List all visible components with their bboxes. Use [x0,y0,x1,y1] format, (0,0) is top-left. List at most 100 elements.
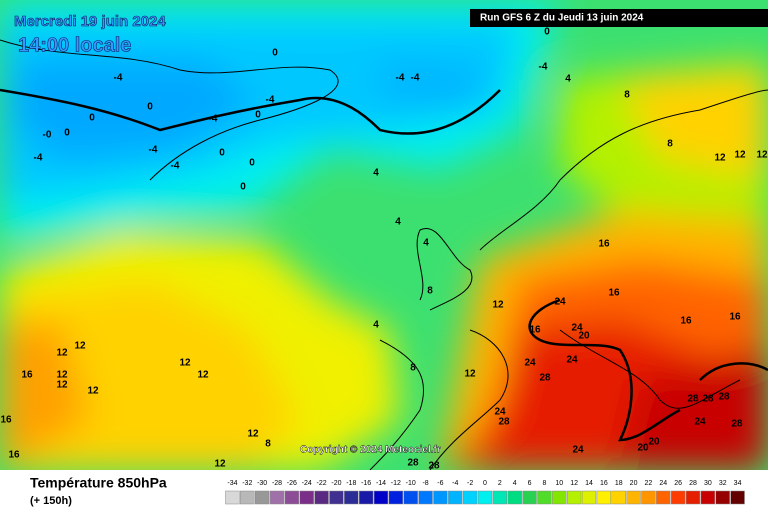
isotherm-label: 16 [608,288,620,299]
isotherm-label: 12 [214,459,226,470]
scale-swatch [329,490,344,505]
scale-label: 8 [542,480,546,487]
scale-label: -2 [467,480,473,487]
scale-swatch [685,490,701,505]
scale-label: -34 [227,480,237,487]
isotherm-label: 8 [624,90,630,101]
isotherm-label: 0 [89,113,95,124]
isotherm-label: -4 [411,73,420,84]
isotherm-label: 0 [272,48,278,59]
isotherm-label: -4 [396,73,405,84]
scale-swatch [225,490,240,505]
isotherm-label: 16 [598,239,610,250]
isotherm-label: 28 [687,394,699,405]
scale-swatch [433,490,448,505]
scale-label: 0 [483,480,487,487]
isotherm-label: 12 [197,370,209,381]
isotherm-label: 24 [572,445,584,456]
scale-label: 26 [674,480,682,487]
scale-label: -16 [361,480,371,487]
isotherm-label: 12 [56,370,68,381]
scale-swatch [344,490,359,505]
isotherm-label: 24 [524,358,536,369]
isotherm-label: 28 [428,461,440,472]
isotherm-label: -0 [43,130,52,141]
scale-label: 4 [513,480,517,487]
scale-label: 34 [734,480,742,487]
scale-label: -10 [406,480,416,487]
scale-label: -26 [287,480,297,487]
scale-swatch [522,490,537,505]
isotherm-label: 0 [255,110,261,121]
isotherm-label: 20 [648,437,660,448]
isotherm-label: -4 [171,161,180,172]
scale-label: 6 [528,480,532,487]
scale-swatch [388,490,404,505]
isotherm-label: 12 [74,341,86,352]
scale-label: 30 [704,480,712,487]
local-time: 14:00 locale [18,34,131,56]
scale-swatch [566,490,582,505]
isotherm-label: 4 [373,168,379,179]
scale-swatch [670,490,686,505]
scale-label: -4 [452,480,458,487]
scale-label: -20 [331,480,341,487]
isotherm-label: 12 [179,358,191,369]
scale-label: -8 [422,480,428,487]
isotherm-label: 0 [64,128,70,139]
scale-label: -14 [376,480,386,487]
scale-label: 12 [570,480,578,487]
isotherm-label: 4 [395,217,401,228]
scale-swatch [641,490,656,505]
scale-label: -24 [302,480,312,487]
isotherm-label: 28 [498,417,510,428]
isotherm-label: 0 [219,148,225,159]
scale-swatch [552,490,567,505]
scale-swatch [581,490,597,505]
isotherm-label: 0 [544,27,550,38]
isotherm-label: 4 [373,320,379,331]
scale-label: 20 [630,480,638,487]
run-box [470,9,768,27]
isotherm-label: 16 [729,312,741,323]
isotherm-label: 12 [87,386,99,397]
scale-swatch [448,490,463,505]
scale-label: 32 [719,480,727,487]
scale-swatch [240,490,255,505]
isotherm-label: 12 [492,300,504,311]
isotherm-label: 16 [680,316,692,327]
scale-label: 22 [645,480,653,487]
scale-swatch [254,490,270,505]
isotherm-label: 4 [423,238,429,249]
scale-swatch [314,490,329,505]
scale-swatch [611,490,626,505]
scale-swatch [418,490,433,505]
scale-label: 28 [689,480,697,487]
scale-swatch [492,490,508,505]
scale-swatch [403,490,418,505]
isotherm-label: 12 [247,429,259,440]
isotherm-label: 0 [240,182,246,193]
isotherm-label: 20 [578,331,590,342]
scale-label: 10 [555,480,563,487]
isotherm-label: 12 [714,153,726,164]
scale-swatch [358,490,374,505]
isotherm-label: 12 [56,380,68,391]
scale-label: 14 [585,480,593,487]
scale-label: -28 [272,480,282,487]
scale-label: -30 [257,480,267,487]
scale-label: 18 [615,480,623,487]
scale-swatch [284,490,300,505]
isotherm-label: 0 [147,102,153,113]
scale-label: 24 [659,480,667,487]
scale-label: -6 [437,480,443,487]
isotherm-label: -4 [149,145,158,156]
scale-label: 16 [600,480,608,487]
isotherm-label: 16 [529,325,541,336]
scale-label: -18 [346,480,356,487]
footer-title: Température 850hPa [30,475,167,491]
isotherm-label: 28 [731,419,743,430]
isotherm-label: 12 [756,150,768,161]
scale-label: 2 [498,480,502,487]
